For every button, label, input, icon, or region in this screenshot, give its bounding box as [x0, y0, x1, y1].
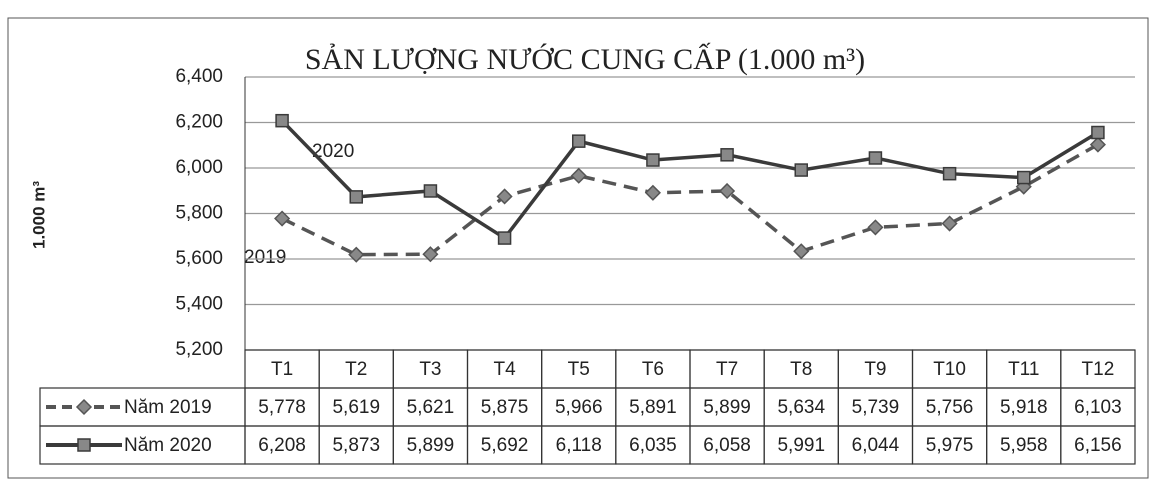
y-tick-label: 6,000	[175, 157, 223, 178]
legend-marker	[75, 398, 93, 416]
y-tick-label: 5,600	[175, 248, 223, 269]
table-value: 5,958	[1000, 435, 1048, 456]
point	[1017, 170, 1031, 185]
x-tick-label: T4	[493, 359, 516, 380]
table-value: 6,118	[556, 435, 602, 456]
table-value: 5,619	[332, 397, 380, 418]
point	[497, 231, 512, 245]
point	[496, 188, 513, 205]
series-line	[281, 143, 1099, 257]
table-value: 5,634	[777, 397, 825, 418]
point	[867, 219, 884, 236]
table-value: 5,966	[555, 397, 603, 418]
x-tick-label: T7	[716, 359, 738, 380]
series-line	[280, 119, 1099, 241]
point	[572, 134, 586, 148]
chart-title: SẢN LƯỢNG NƯỚC CUNG CẤP (1.000 m³)	[305, 42, 865, 76]
y-tick-label: 5,200	[175, 339, 223, 360]
legend-label: Năm 2020	[124, 435, 212, 456]
point	[423, 184, 438, 198]
y-axis-label: 1.000 m³	[29, 181, 48, 249]
y-tick-label: 5,400	[175, 294, 223, 315]
point	[644, 184, 661, 201]
legend-label: Năm 2019	[124, 397, 212, 418]
x-tick-label: T11	[1008, 359, 1039, 380]
table-value: 5,899	[703, 397, 751, 418]
y-tick-label: 6,400	[175, 66, 223, 87]
x-tick-label: T12	[1082, 359, 1115, 380]
table-value: 5,891	[629, 397, 677, 418]
table-value: 5,899	[407, 435, 455, 456]
table-value: 5,918	[1000, 397, 1048, 418]
point	[275, 113, 289, 128]
point	[570, 167, 587, 184]
x-tick-label: T5	[568, 359, 590, 380]
point	[794, 163, 808, 177]
table-cell	[1060, 425, 1136, 465]
table-value: 6,208	[258, 435, 306, 456]
point	[274, 210, 291, 227]
table-value: 5,739	[852, 397, 900, 418]
annotation: 2020	[312, 141, 354, 162]
point	[868, 151, 883, 165]
point	[942, 166, 957, 181]
point	[1089, 136, 1106, 153]
x-tick-label: T3	[419, 359, 441, 380]
table-value: 6,058	[703, 435, 751, 456]
table-value: 6,044	[852, 435, 900, 456]
point	[941, 215, 958, 232]
x-tick-label: T10	[933, 359, 966, 380]
point	[422, 246, 439, 263]
table-value: 6,035	[629, 435, 677, 456]
table-value: 5,991	[777, 435, 825, 456]
point	[719, 182, 736, 200]
table-value: 5,756	[926, 397, 974, 418]
table-value: 5,621	[407, 397, 455, 418]
x-tick-label: T9	[864, 359, 886, 380]
x-tick-label: T2	[345, 359, 367, 380]
point	[1091, 125, 1105, 140]
point	[349, 190, 363, 204]
table-value: 5,873	[332, 435, 380, 456]
point	[646, 153, 660, 167]
point	[720, 148, 734, 162]
table-value: 5,875	[481, 397, 529, 418]
x-tick-label: T6	[642, 359, 664, 380]
legend-marker	[77, 438, 91, 452]
x-tick-label: T8	[790, 359, 812, 380]
y-tick-label: 5,800	[175, 203, 223, 224]
x-tick-label: T1	[271, 359, 293, 380]
table-value: 5,975	[926, 435, 974, 456]
table-value: 5,692	[481, 435, 529, 456]
point	[348, 246, 365, 263]
chart-frame	[7, 17, 1149, 479]
point	[793, 243, 810, 260]
table-value: 6,103	[1074, 397, 1122, 418]
y-tick-label: 6,200	[175, 112, 223, 133]
table-value: 5,778	[258, 397, 306, 418]
annotation: 2019	[244, 247, 286, 268]
table-value: 6,156	[1074, 435, 1122, 456]
